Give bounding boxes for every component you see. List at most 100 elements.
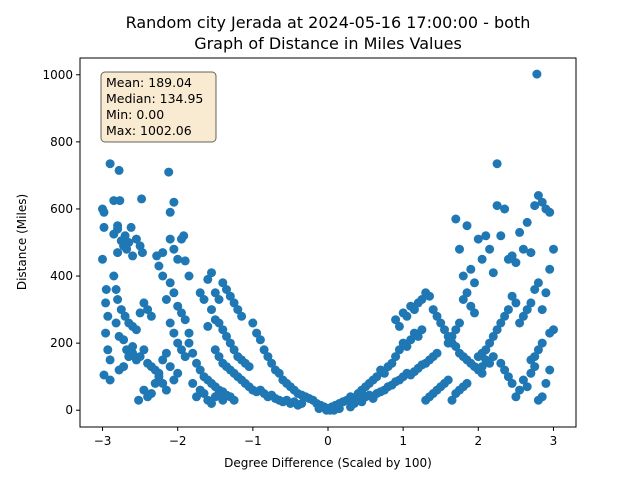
data-point — [225, 338, 235, 348]
data-point — [184, 271, 194, 281]
data-point — [179, 231, 189, 241]
data-point — [244, 362, 254, 372]
data-point — [537, 305, 547, 315]
data-point — [492, 325, 502, 335]
data-point — [161, 385, 171, 395]
data-point — [485, 244, 495, 254]
data-point — [462, 221, 472, 231]
data-point — [537, 197, 547, 207]
data-point — [169, 375, 179, 385]
data-point — [481, 231, 491, 241]
data-point — [458, 271, 468, 281]
data-point — [124, 238, 134, 247]
y-axis-label: Distance (Miles) — [15, 194, 29, 290]
data-point — [180, 256, 190, 266]
data-point — [379, 368, 389, 378]
x-tick-label: −1 — [244, 434, 262, 448]
data-point — [203, 321, 213, 331]
data-point — [545, 207, 555, 217]
data-point — [109, 271, 119, 281]
data-point — [165, 318, 175, 328]
data-point — [477, 368, 487, 378]
data-point — [165, 362, 175, 372]
data-point — [500, 365, 510, 375]
data-point — [462, 288, 472, 298]
x-tick-label: 0 — [324, 434, 332, 448]
data-point — [158, 271, 168, 281]
data-point — [518, 375, 528, 385]
data-point — [113, 248, 123, 258]
data-point — [188, 348, 198, 358]
data-point — [116, 305, 126, 315]
data-point — [99, 222, 109, 232]
data-point — [507, 378, 517, 388]
data-point — [180, 352, 190, 362]
data-point — [443, 338, 453, 348]
data-point — [496, 231, 506, 241]
plot-area-frame — [79, 57, 577, 428]
data-point — [526, 355, 536, 365]
data-point — [447, 395, 457, 405]
data-point — [526, 368, 536, 378]
x-tick-label: 2 — [474, 434, 482, 448]
data-point — [188, 378, 198, 388]
data-point — [503, 372, 513, 382]
data-point — [158, 355, 168, 365]
data-point — [169, 288, 179, 298]
y-tick-label: 400 — [50, 269, 73, 283]
stats-max: Max: 1002.06 — [106, 123, 192, 138]
data-point — [195, 288, 205, 298]
data-point — [218, 278, 228, 288]
data-point — [477, 254, 487, 264]
data-point — [203, 274, 213, 284]
x-axis-label: Degree Difference (Scaled by 100) — [224, 456, 432, 470]
data-point — [126, 222, 136, 232]
axis-ticks: −3 −2 −1 0 1 2 3 0 200 400 600 800 1000 — [42, 68, 557, 448]
data-point — [229, 345, 239, 355]
data-point — [131, 325, 141, 335]
data-point — [541, 288, 551, 298]
data-point — [455, 318, 464, 328]
data-point — [237, 311, 247, 321]
data-point — [425, 291, 434, 301]
data-point — [169, 328, 179, 338]
data-point — [173, 301, 183, 311]
data-point — [255, 335, 265, 345]
data-point — [518, 311, 528, 321]
data-point — [103, 311, 113, 321]
data-point — [207, 305, 216, 315]
data-point — [229, 298, 239, 308]
data-point — [267, 358, 277, 368]
x-tick-label: 3 — [550, 434, 558, 448]
data-point — [214, 295, 224, 304]
data-point — [428, 305, 438, 315]
data-point — [120, 231, 130, 241]
data-point — [485, 338, 495, 348]
data-point — [314, 404, 324, 414]
data-point — [274, 368, 284, 378]
data-point — [177, 308, 186, 318]
data-point — [105, 355, 115, 365]
data-point — [440, 325, 449, 335]
data-point — [466, 301, 476, 311]
data-point — [391, 315, 401, 325]
data-point — [229, 395, 239, 405]
data-point — [409, 305, 419, 315]
data-point — [522, 217, 532, 227]
data-point — [488, 352, 498, 362]
stats-box: Mean: 189.04 Median: 134.95 Min: 0.00 Ma… — [100, 71, 217, 143]
data-point — [391, 352, 401, 362]
data-point — [500, 311, 510, 321]
data-point — [199, 295, 209, 304]
data-point — [214, 318, 224, 328]
y-tick-label: 200 — [50, 336, 73, 350]
data-point — [413, 331, 423, 341]
data-point — [146, 311, 156, 321]
data-point — [372, 372, 382, 382]
data-point — [511, 258, 521, 268]
y-tick-label: 0 — [65, 403, 73, 417]
data-point — [488, 331, 498, 341]
data-point — [458, 295, 468, 304]
data-point — [511, 392, 521, 402]
data-point — [473, 352, 483, 362]
